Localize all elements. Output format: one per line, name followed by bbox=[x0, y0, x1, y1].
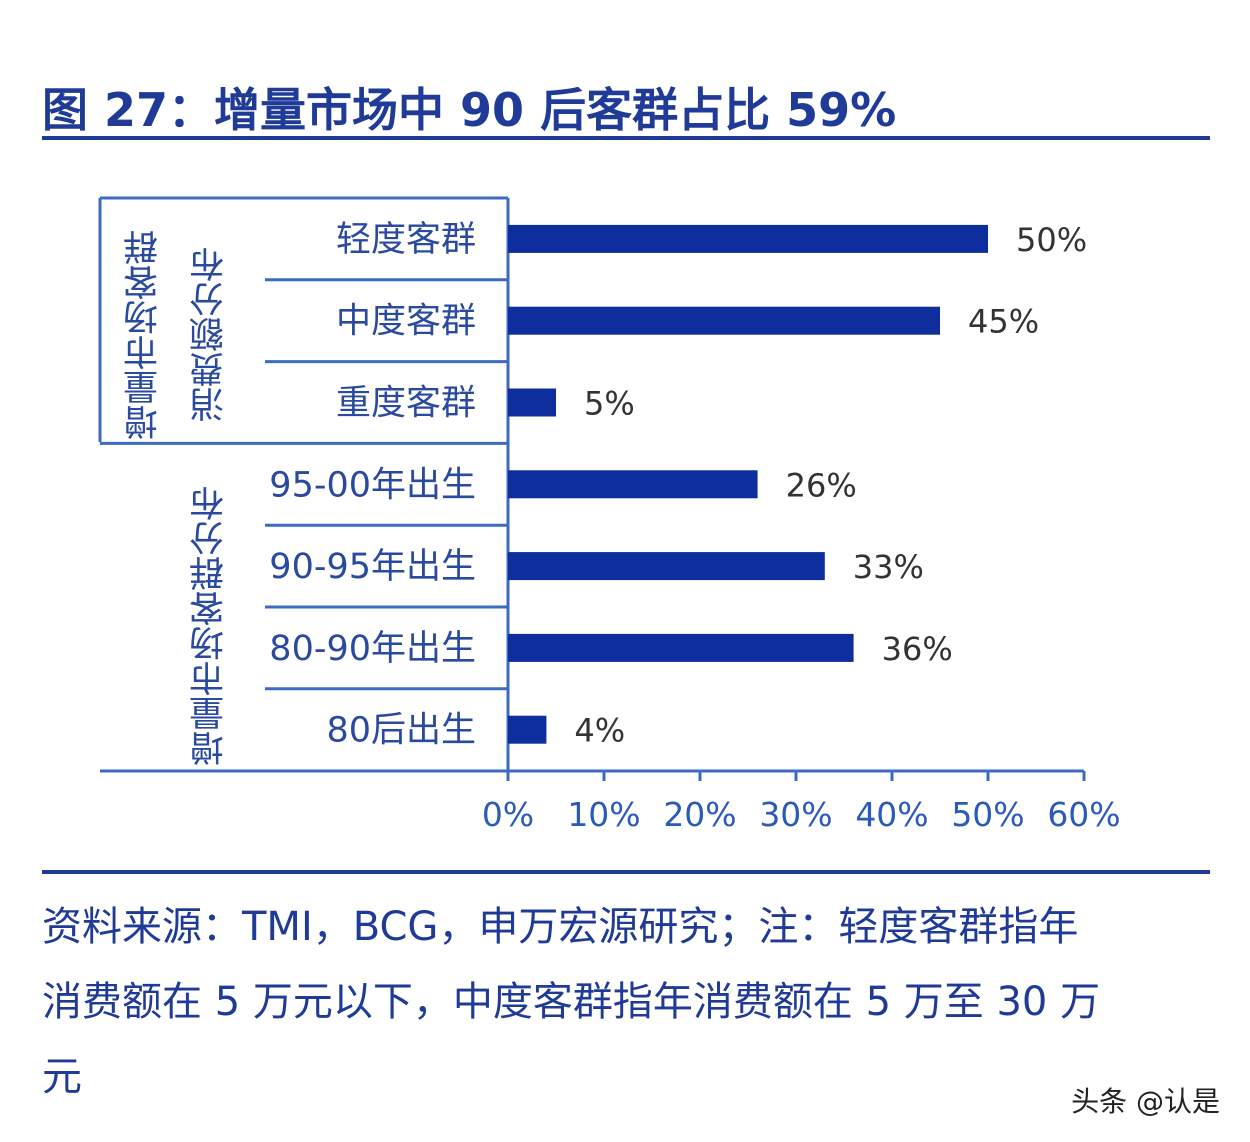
chart-title: 图 27：增量市场中 90 后客群占比 59% bbox=[42, 83, 897, 137]
bar bbox=[508, 552, 825, 581]
bar bbox=[508, 470, 758, 499]
category-label: 80-90年出生 bbox=[269, 629, 476, 669]
category-label: 重度客群 bbox=[336, 384, 476, 424]
x-tick-label: 40% bbox=[855, 795, 928, 834]
category-label: 中度客群 bbox=[336, 302, 476, 342]
source-note: 资料来源：TMI，BCG，申万宏源研究；注：轻度客群指年消费额在 5 万元以下，… bbox=[42, 904, 1101, 1100]
group-label-2: 增量市场客群分布 bbox=[190, 486, 230, 766]
bar bbox=[508, 306, 940, 335]
x-tick-label: 50% bbox=[951, 795, 1024, 834]
x-tick-label: 60% bbox=[1047, 795, 1120, 834]
x-tick-label: 10% bbox=[567, 795, 640, 834]
category-label: 轻度客群 bbox=[336, 220, 476, 260]
x-tick-label: 20% bbox=[663, 795, 736, 834]
value-label: 26% bbox=[786, 466, 857, 504]
category-label: 95-00年出生 bbox=[269, 465, 476, 505]
group-label-1b: 消费额分布 bbox=[190, 247, 230, 422]
bar bbox=[508, 715, 547, 744]
group-label-1a: 增量市场客群 bbox=[124, 230, 164, 440]
value-label: 4% bbox=[574, 712, 625, 750]
title-rule bbox=[42, 136, 1210, 140]
bar bbox=[508, 633, 854, 662]
value-label: 33% bbox=[853, 548, 924, 586]
watermark: 头条 @认是 bbox=[1071, 1085, 1220, 1118]
value-label: 36% bbox=[882, 630, 953, 668]
value-label: 45% bbox=[968, 303, 1039, 341]
x-tick-label: 30% bbox=[759, 795, 832, 834]
bar bbox=[508, 224, 988, 253]
footer-rule bbox=[42, 870, 1210, 874]
value-label: 5% bbox=[584, 385, 635, 423]
bar bbox=[508, 388, 556, 417]
value-label: 50% bbox=[1016, 221, 1087, 259]
x-tick-label: 0% bbox=[482, 795, 534, 834]
bar-chart: 轻度客群 50% 中度客群 45% 重度客群 5% 95-00年出生 26% 90-95年出生 3… bbox=[98, 196, 1121, 834]
category-label: 90-95年出生 bbox=[269, 547, 476, 587]
category-label: 80后出生 bbox=[326, 711, 476, 751]
